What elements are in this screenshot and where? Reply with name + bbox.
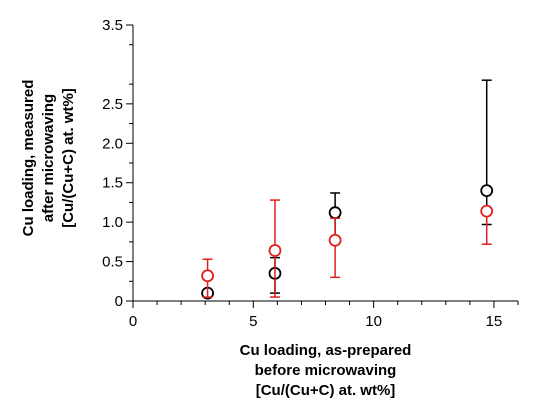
data-point: [268, 244, 282, 257]
x-tick-label: 0: [129, 313, 137, 330]
x-axis-title: [Cu/(Cu+C) at. wt%]: [256, 382, 396, 399]
x-axis-title: Cu loading, as-prepared: [240, 342, 412, 359]
y-tick-label: 1.0: [102, 214, 123, 231]
y-tick-label: 1.5: [102, 175, 123, 192]
x-tick-label: 15: [486, 313, 503, 330]
ticks: 0 0.5 1.0 1.5 2.0 2.5 3.5 0 5 10 15: [102, 17, 519, 330]
data-point: [480, 184, 494, 198]
data-point: [480, 204, 494, 218]
axes: [132, 25, 518, 302]
y-axis-title: [Cu/(Cu+C) at. wt%]: [60, 88, 77, 228]
y-axis-title: after microwaving: [40, 94, 57, 222]
y-tick-label: 3.5: [102, 17, 123, 34]
y-tick-label: 2.5: [102, 96, 123, 113]
data-point: [201, 269, 214, 283]
data-marks: [201, 79, 494, 300]
y-axis-title: Cu loading, measured: [20, 80, 37, 237]
y-tick-label: 0: [115, 293, 123, 310]
x-tick-label: 10: [365, 313, 382, 330]
x-tick-label: 5: [249, 313, 257, 330]
y-tick-label: 2.0: [102, 135, 123, 152]
data-point: [328, 233, 342, 247]
axis-titles: Cu loading, as-prepared before microwavin…: [20, 80, 411, 399]
data-point: [328, 206, 342, 220]
y-tick-label: 0.5: [102, 254, 123, 271]
x-axis-title: before microwaving: [255, 362, 397, 379]
